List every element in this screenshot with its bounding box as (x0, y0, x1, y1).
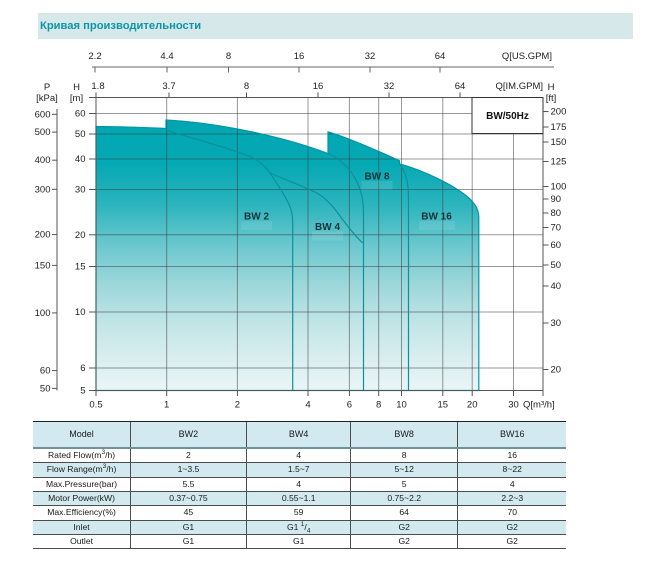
svg-text:150: 150 (551, 137, 567, 148)
svg-text:[ft]: [ft] (546, 93, 557, 104)
svg-text:3.7: 3.7 (162, 81, 175, 92)
svg-text:1.8: 1.8 (91, 81, 104, 92)
svg-text:4.4: 4.4 (160, 51, 173, 62)
svg-text:32: 32 (365, 51, 376, 62)
svg-text:30: 30 (75, 185, 86, 196)
svg-text:30: 30 (551, 318, 562, 329)
svg-text:H: H (73, 82, 80, 93)
svg-text:90: 90 (551, 194, 562, 205)
svg-text:50: 50 (551, 260, 562, 271)
svg-text:100: 100 (35, 308, 51, 319)
svg-text:2: 2 (235, 400, 240, 411)
svg-text:500: 500 (35, 127, 51, 138)
svg-text:60: 60 (551, 240, 562, 251)
svg-text:40: 40 (75, 154, 86, 165)
svg-text:10: 10 (75, 307, 86, 318)
svg-text:50: 50 (75, 129, 86, 140)
svg-text:300: 300 (35, 184, 51, 195)
svg-text:64: 64 (455, 81, 466, 92)
svg-text:32: 32 (384, 81, 395, 92)
svg-text:20: 20 (467, 400, 478, 411)
svg-text:8: 8 (376, 400, 381, 411)
svg-text:125: 125 (551, 157, 567, 168)
svg-text:Q[m³/h]: Q[m³/h] (523, 400, 555, 411)
svg-text:200: 200 (35, 230, 51, 241)
svg-text:60: 60 (40, 366, 51, 377)
svg-text:[kPa]: [kPa] (36, 93, 58, 104)
svg-text:8: 8 (226, 51, 231, 62)
svg-text:1: 1 (164, 400, 169, 411)
svg-text:BW 2: BW 2 (244, 212, 269, 223)
svg-text:30: 30 (508, 400, 519, 411)
svg-text:10: 10 (396, 400, 407, 411)
svg-text:[m]: [m] (70, 93, 83, 104)
svg-text:Q[US.GPM]: Q[US.GPM] (502, 51, 552, 62)
svg-text:400: 400 (35, 155, 51, 166)
svg-text:6: 6 (80, 363, 85, 374)
svg-text:BW 16: BW 16 (421, 212, 452, 223)
svg-text:H: H (548, 82, 555, 93)
svg-text:16: 16 (294, 51, 305, 62)
svg-text:200: 200 (551, 107, 567, 118)
svg-text:64: 64 (435, 51, 446, 62)
svg-text:BW/50Hz: BW/50Hz (486, 111, 529, 122)
svg-text:150: 150 (35, 260, 51, 271)
svg-text:BW 8: BW 8 (365, 172, 390, 183)
svg-text:0.5: 0.5 (89, 400, 102, 411)
svg-text:15: 15 (438, 400, 449, 411)
svg-text:80: 80 (551, 208, 562, 219)
svg-text:8: 8 (244, 81, 249, 92)
svg-text:175: 175 (551, 122, 567, 133)
svg-text:P: P (44, 82, 50, 93)
svg-text:16: 16 (313, 81, 324, 92)
svg-text:20: 20 (75, 230, 86, 241)
svg-text:2.2: 2.2 (88, 51, 101, 62)
svg-text:6: 6 (347, 400, 352, 411)
svg-text:4: 4 (305, 400, 310, 411)
svg-text:60: 60 (75, 109, 86, 120)
svg-text:70: 70 (551, 223, 562, 234)
svg-text:BW 4: BW 4 (315, 222, 340, 233)
svg-text:100: 100 (551, 182, 567, 193)
svg-text:5: 5 (80, 386, 85, 397)
svg-text:20: 20 (551, 365, 562, 376)
svg-text:600: 600 (35, 109, 51, 120)
svg-text:Q[IM.GPM]: Q[IM.GPM] (496, 81, 544, 92)
svg-text:50: 50 (40, 383, 51, 394)
svg-text:15: 15 (75, 262, 86, 273)
svg-text:40: 40 (551, 281, 562, 292)
